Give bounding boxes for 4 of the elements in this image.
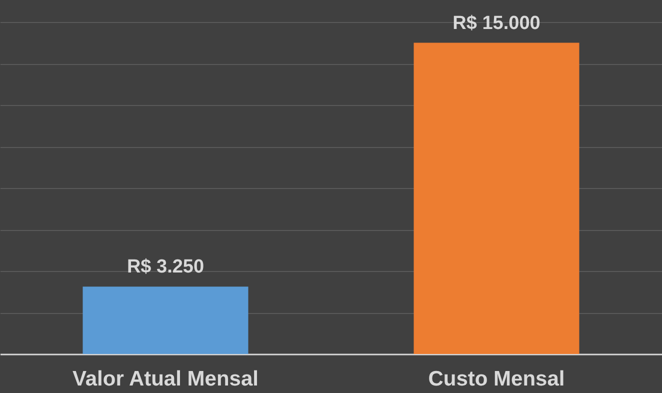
x-tick-label: Custo Mensal (428, 368, 565, 390)
x-tick-label: Valor Atual Mensal (72, 368, 258, 390)
data-label: R$ 15.000 (452, 12, 540, 34)
data-label: R$ 3.250 (126, 256, 204, 278)
